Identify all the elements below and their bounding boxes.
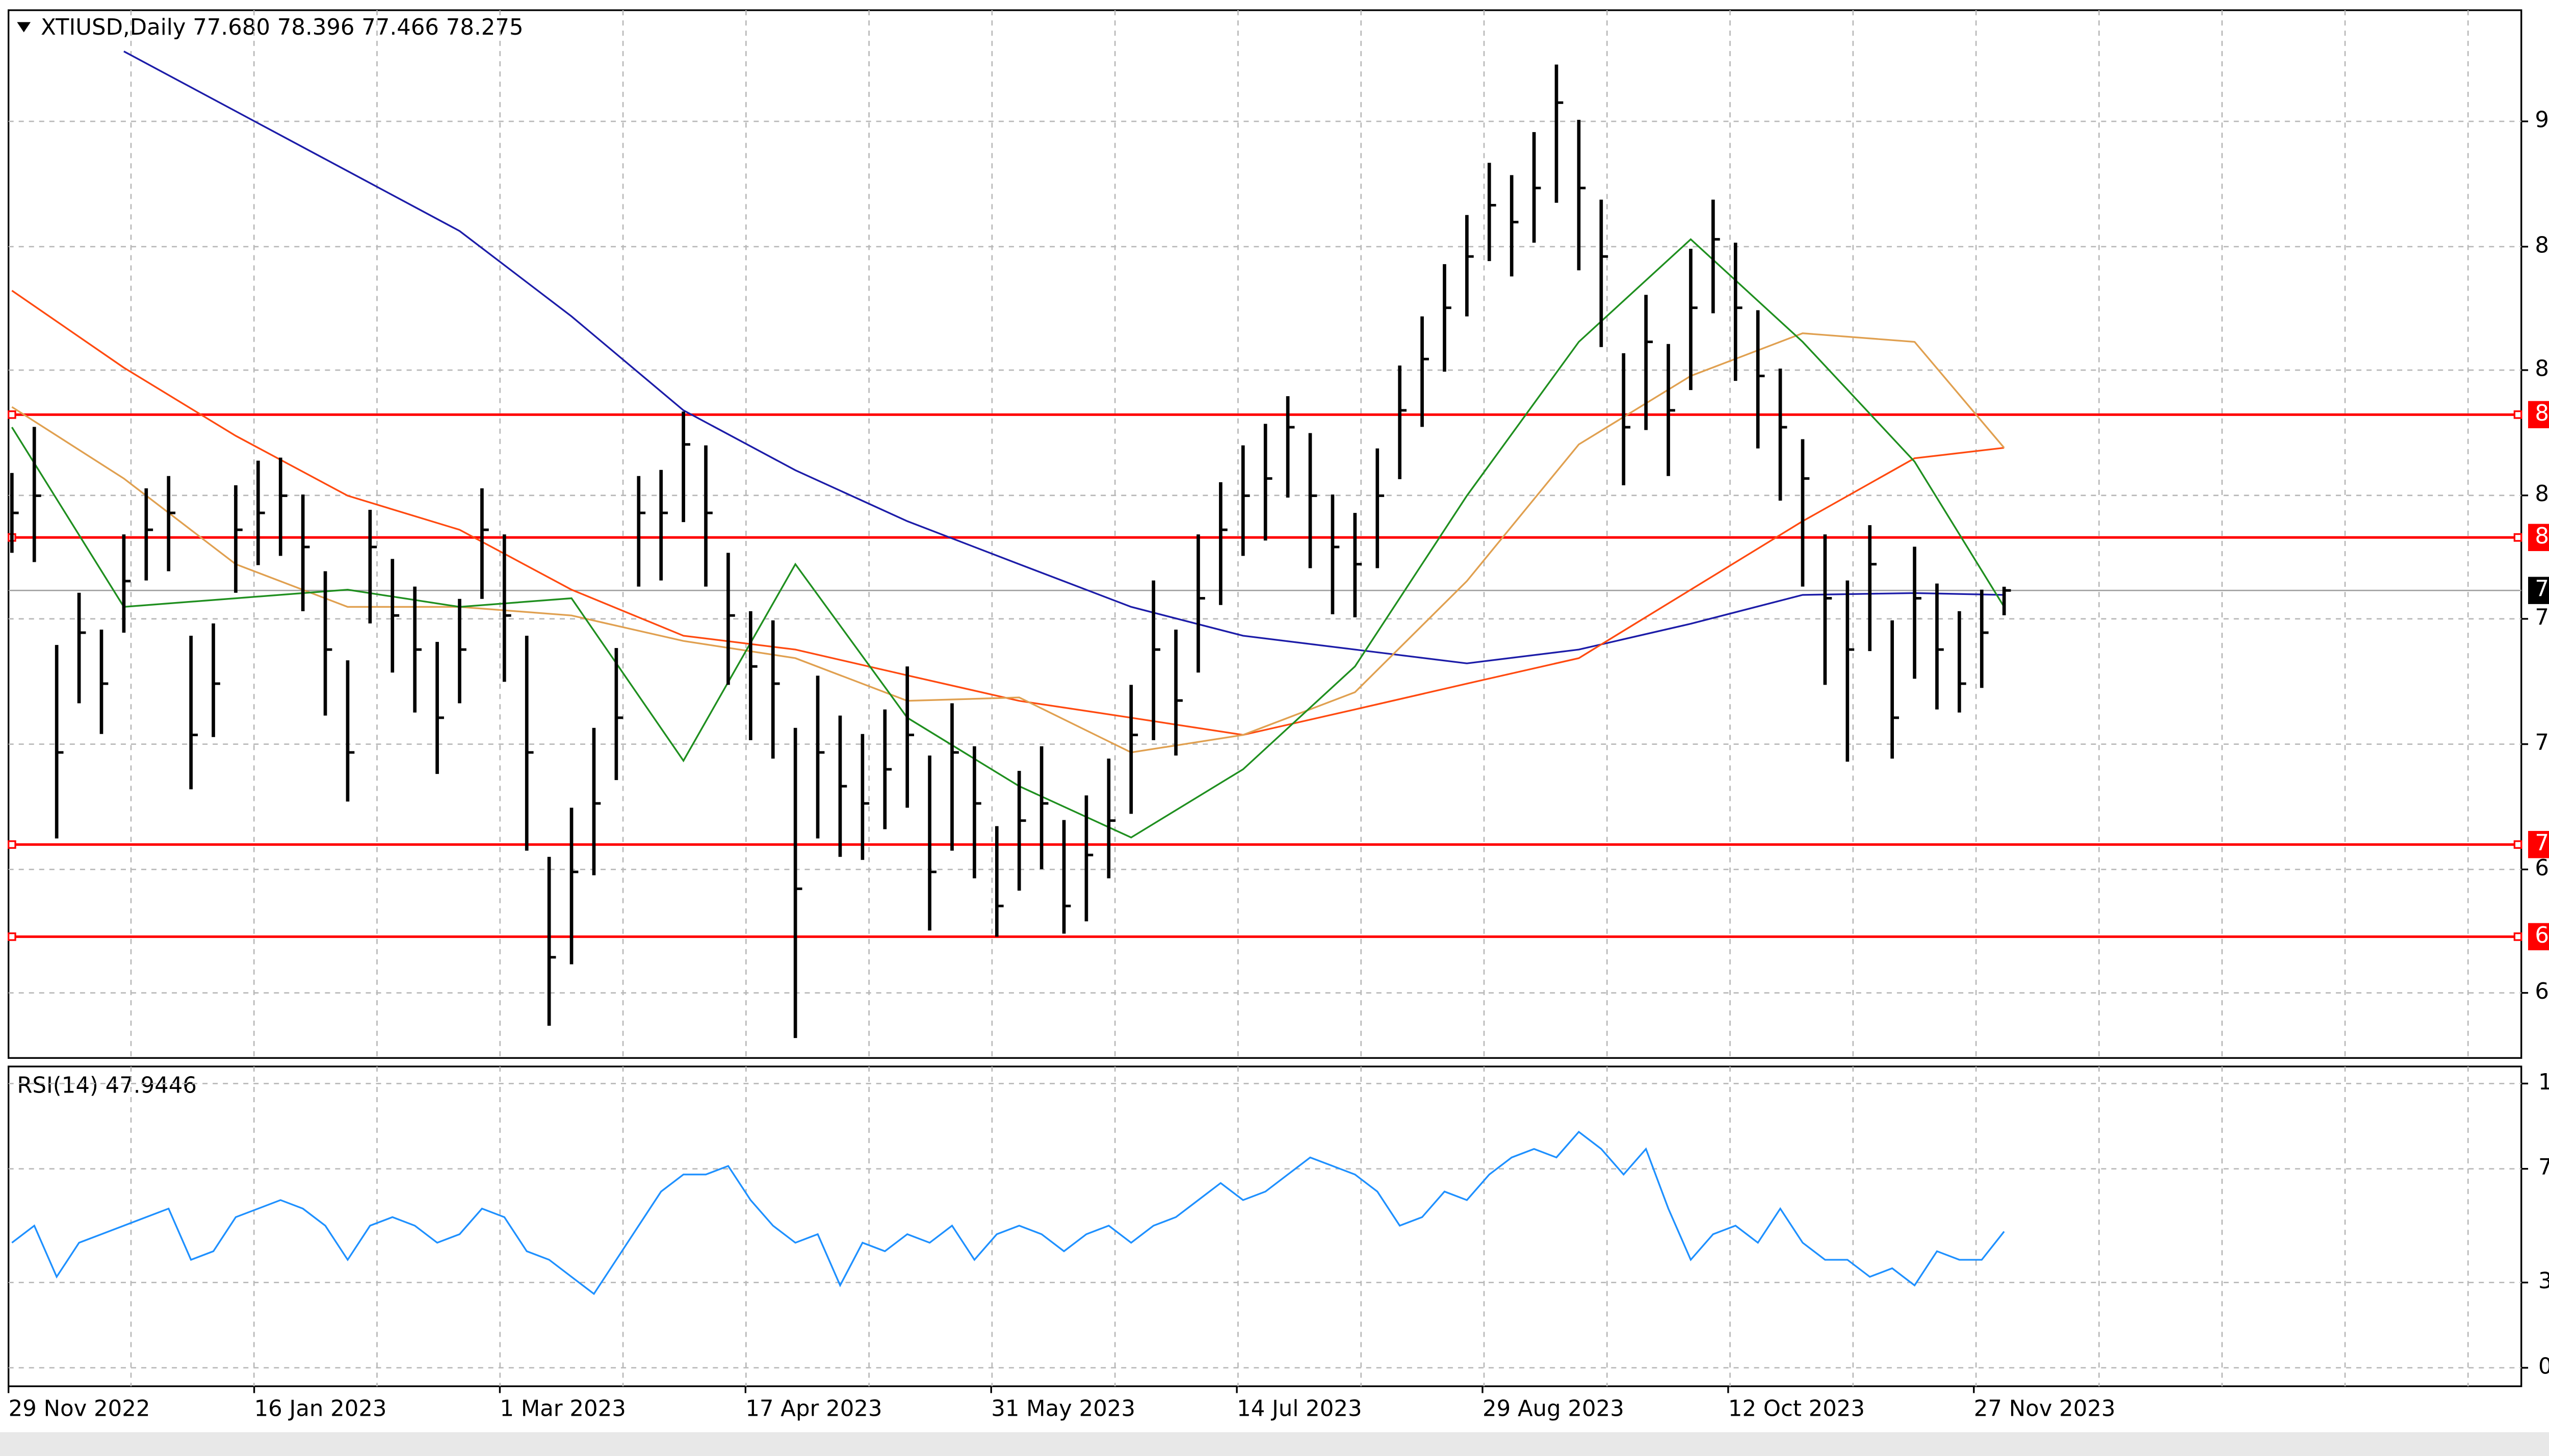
y-tick-label: 65.170 [2535, 979, 2549, 1004]
rsi-line [11, 1130, 2005, 1295]
level-label: 67.000 [2535, 923, 2549, 948]
x-tick-label: 27 Nov 2023 [1974, 1396, 2116, 1421]
y-tick-label: 70 [2538, 1155, 2549, 1180]
level-anchor [2513, 410, 2522, 419]
y-tick-label: 73.270 [2535, 730, 2549, 756]
moving-average [11, 290, 2005, 736]
x-tick-label: 17 Apr 2023 [745, 1396, 882, 1421]
rsi-title: RSI(14) 47.9446 [17, 1073, 197, 1098]
rsi-panel [8, 1065, 2522, 1387]
chart-header: XTIUSD,Daily 77.680 78.396 77.466 78.275 [41, 15, 523, 40]
x-tick-label: 16 Jan 2023 [254, 1396, 387, 1421]
level-anchor [2513, 533, 2522, 542]
level-label: 70.000 [2535, 830, 2549, 856]
y-tick-label: 89.470 [2535, 232, 2549, 258]
x-tick-label: 29 Aug 2023 [1482, 1396, 1624, 1421]
level-label-box [2528, 524, 2549, 551]
level-label-box [2528, 401, 2549, 429]
y-tick-label: 85.450 [2535, 356, 2549, 381]
x-tick-label: 14 Jul 2023 [1237, 1396, 1362, 1421]
level-anchor [8, 840, 16, 849]
level-anchor [8, 410, 16, 419]
y-tick-label: 93.550 [2535, 108, 2549, 133]
status-strip [0, 1432, 2549, 1456]
level-label: 80.000 [2535, 524, 2549, 549]
x-tick-label: 1 Mar 2023 [500, 1396, 626, 1421]
y-tick-label: 81.370 [2535, 481, 2549, 507]
x-tick-label: 29 Nov 2022 [9, 1396, 150, 1421]
y-tick-label: 100 [2538, 1070, 2549, 1095]
menu-arrow[interactable] [17, 22, 31, 33]
last-price-box [2528, 577, 2549, 604]
level-label-box [2528, 923, 2549, 951]
level-label: 84.000 [2535, 401, 2549, 426]
y-tick-label: 77.350 [2535, 605, 2549, 630]
level-label-box [2528, 830, 2549, 859]
x-tick-label: 12 Oct 2023 [1728, 1396, 1865, 1421]
last-price-label: 78.275 [2535, 577, 2549, 602]
y-tick-label: 0 [2538, 1354, 2549, 1379]
level-anchor [2513, 932, 2522, 941]
level-anchor [2513, 840, 2522, 849]
moving-average [123, 50, 2005, 664]
y-tick-label: 69.190 [2535, 855, 2549, 881]
x-tick-label: 31 May 2023 [991, 1396, 1135, 1421]
y-tick-label: 30 [2538, 1268, 2549, 1294]
level-anchor [8, 932, 16, 941]
